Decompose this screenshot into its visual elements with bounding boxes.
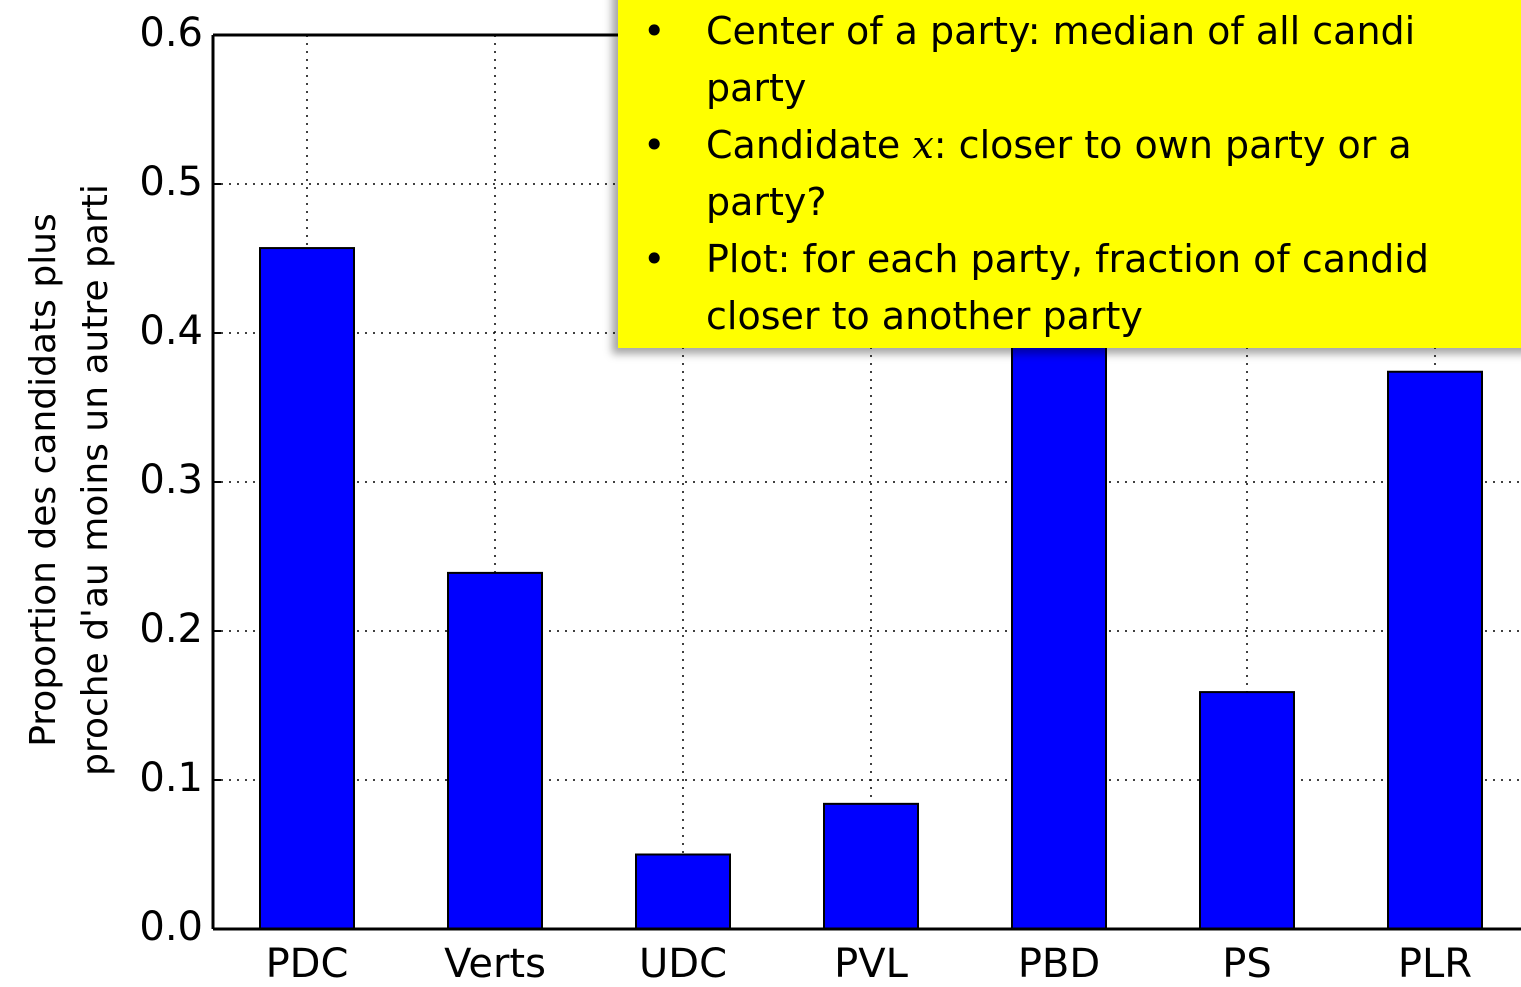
y-tick-label: 0.2: [139, 606, 203, 652]
note-list: Center of a party: median of all candi p…: [618, 3, 1521, 345]
x-tick-label: PDC: [266, 941, 349, 987]
math-var: x: [912, 123, 934, 167]
y-axis-label: proche d'au moins un autre parti: [75, 184, 116, 776]
note-text: Candidate: [706, 123, 913, 167]
y-axis-label: Proportion des candidats plus: [23, 213, 64, 747]
x-tick-label: Verts: [444, 941, 546, 987]
bullet: Plot: for each party, fraction of candid: [643, 231, 1521, 288]
y-tick-label: 0.1: [139, 755, 203, 801]
bullet: Center of a party: median of all candi: [643, 3, 1521, 60]
bar: [1011, 302, 1107, 930]
note-line: Plot: for each party, fraction of candid: [706, 237, 1429, 281]
x-tick-label: PBD: [1018, 941, 1100, 987]
bar: [259, 247, 355, 930]
x-tick-label: PLR: [1398, 941, 1472, 987]
note-text: : closer to own party or a: [933, 123, 1412, 167]
y-tick-label: 0.3: [139, 457, 203, 503]
note-line: Center of a party: median of all candi: [706, 9, 1416, 53]
bar: [447, 571, 543, 930]
bullet: Candidate x: closer to own party or a: [643, 117, 1521, 174]
note-box: Center of a party: median of all candi p…: [618, 0, 1521, 348]
bar: [1199, 691, 1295, 931]
x-tick-label: PVL: [834, 941, 908, 987]
note-line: party: [706, 66, 807, 110]
x-tick-label: PS: [1222, 941, 1272, 987]
y-tick-label: 0.6: [139, 10, 203, 56]
bar: [1387, 370, 1483, 930]
bar: [823, 802, 919, 931]
y-tick-label: 0.4: [139, 308, 203, 354]
y-tick-label: 0.0: [139, 904, 203, 950]
bar: [635, 853, 731, 930]
note-line: closer to another party: [706, 294, 1143, 338]
y-tick-label: 0.5: [139, 159, 203, 205]
note-line: party?: [706, 180, 827, 224]
x-tick-label: UDC: [639, 941, 727, 987]
